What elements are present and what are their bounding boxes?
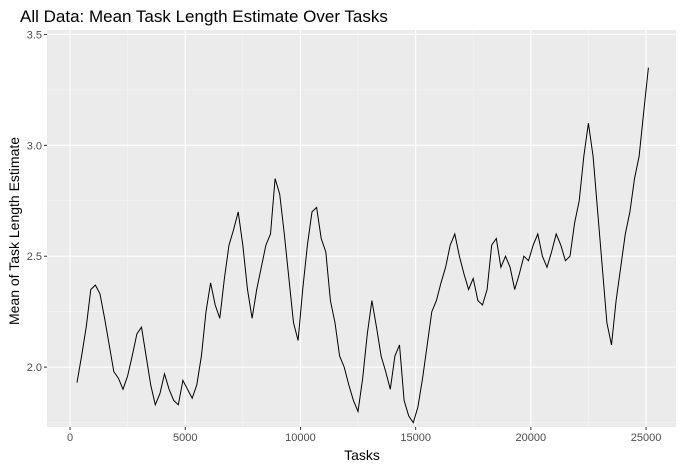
series-line	[76, 67, 649, 424]
x-axis-title: Tasks	[344, 447, 380, 463]
minor-gridlines	[47, 30, 676, 427]
y-tick-label: 3.5	[27, 29, 42, 41]
x-axis-ticks: 0 5000 10000 15000 20000 25000	[67, 427, 661, 444]
y-axis-title: Mean of Task Length Estimate	[6, 137, 22, 325]
y-axis-ticks: 2.0 2.5 3.0 3.5	[27, 29, 47, 374]
x-tick-label: 5000	[173, 432, 197, 444]
y-tick-label: 2.0	[27, 362, 42, 374]
chart-title: All Data: Mean Task Length Estimate Over…	[20, 7, 388, 26]
y-tick-label: 2.5	[27, 251, 42, 263]
y-tick-label: 3.0	[27, 140, 42, 152]
x-tick-label: 25000	[631, 432, 662, 444]
plot-panel	[47, 30, 676, 427]
x-tick-label: 15000	[400, 432, 431, 444]
x-tick-label: 0	[67, 432, 73, 444]
x-tick-label: 10000	[285, 432, 316, 444]
x-tick-label: 20000	[516, 432, 547, 444]
major-gridlines	[47, 30, 676, 427]
